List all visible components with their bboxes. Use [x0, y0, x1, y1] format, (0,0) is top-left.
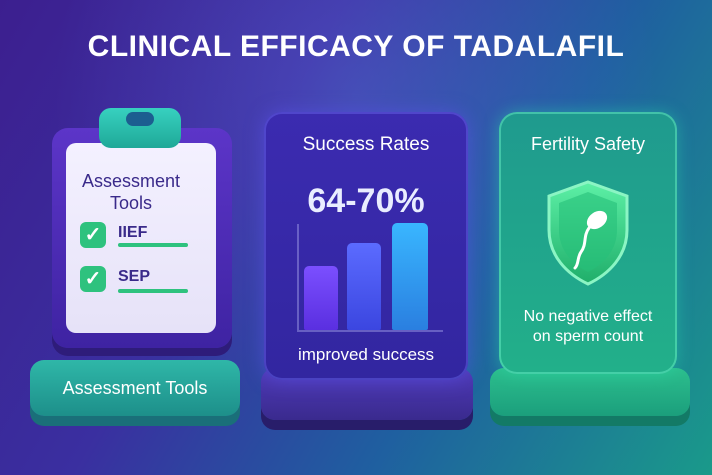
assessment-heading: Assessment Tools — [81, 171, 181, 213]
assessment-base-label: Assessment Tools — [62, 378, 208, 398]
assessment-item-line — [118, 289, 188, 293]
fertility-caption-line1: No negative effect — [523, 308, 653, 325]
assessment-item-line — [118, 243, 188, 247]
fertility-base — [490, 368, 690, 416]
shield-icon — [547, 180, 629, 286]
fertility-title: Fertility Safety — [530, 134, 646, 154]
checkmark-icon: ✓ — [80, 266, 106, 292]
checkmark-icon: ✓ — [80, 222, 106, 248]
bar-chart-axis-y — [297, 224, 299, 330]
assessment-base: Assessment Tools — [30, 360, 240, 416]
page-title: CLINICAL EFFICACY OF TADALAFIL — [87, 30, 625, 63]
success-caption: improved success — [297, 345, 435, 364]
fertility-caption-line2: on sperm count — [532, 328, 644, 345]
bar-chart-bar-1 — [304, 266, 338, 330]
clipboard-clip-hole — [126, 112, 154, 126]
bar-chart-bar-2 — [347, 243, 381, 330]
sperm-icon — [573, 210, 608, 270]
success-value: 64-70% — [307, 182, 425, 220]
assessment-item-sep: SEP — [118, 268, 151, 285]
assessment-item-iief: IIEF — [118, 224, 148, 241]
bar-chart-bar-3 — [392, 223, 428, 330]
bar-chart-axis-x — [297, 330, 443, 332]
fertility-caption: No negative effect on sperm count — [499, 307, 677, 347]
success-title: Success Rates — [302, 134, 430, 155]
